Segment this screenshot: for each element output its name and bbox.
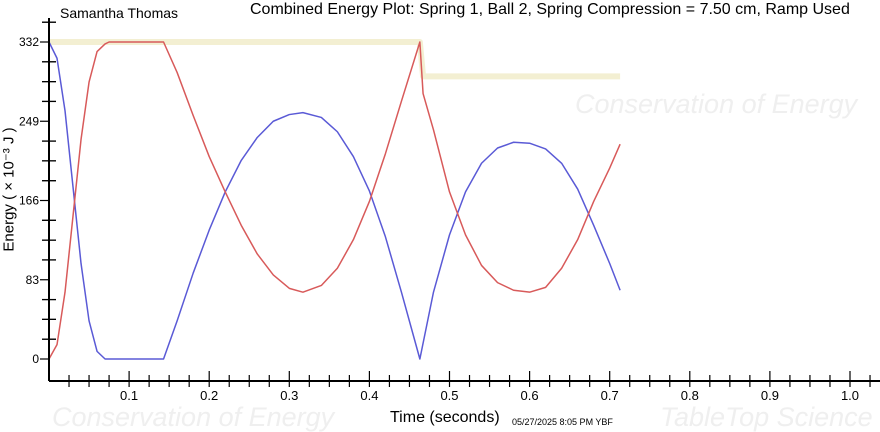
x-tick-label: 0.9 <box>761 388 779 403</box>
potential-energy-line <box>48 41 621 360</box>
x-tick-label: 0.5 <box>440 388 458 403</box>
x-tick-label: 0.4 <box>360 388 378 403</box>
x-tick-label: 0.2 <box>200 388 218 403</box>
x-axis-label: Time (seconds) <box>390 409 500 426</box>
x-tick-label: 0.8 <box>681 388 699 403</box>
kinetic-energy-line <box>48 41 621 360</box>
x-tick-label: 0.6 <box>521 388 539 403</box>
y-tick-label: 249 <box>19 114 39 128</box>
x-tick-label: 0.1 <box>120 388 138 403</box>
x-tick-label: 0.7 <box>601 388 619 403</box>
y-tick-label: 332 <box>19 35 39 49</box>
watermark: Conservation of Energy <box>575 89 858 119</box>
y-tick-label: 83 <box>26 273 40 287</box>
watermark: Conservation of Energy <box>52 402 335 432</box>
chart-title: Combined Energy Plot: Spring 1, Ball 2, … <box>250 1 850 18</box>
y-tick-label: 166 <box>19 194 39 208</box>
total-energy-line <box>49 39 621 80</box>
y-tick-label: 0 <box>32 352 39 366</box>
x-tick-label: 0.3 <box>280 388 298 403</box>
y-axis-label: Energy ( × 10⁻³ J ) <box>0 127 18 252</box>
watermark: TableTop Science <box>660 402 873 432</box>
timestamp: 05/27/2025 8:05 PM YBF <box>512 417 613 427</box>
x-tick-label: 1.0 <box>841 388 859 403</box>
author-name: Samantha Thomas <box>60 5 179 21</box>
